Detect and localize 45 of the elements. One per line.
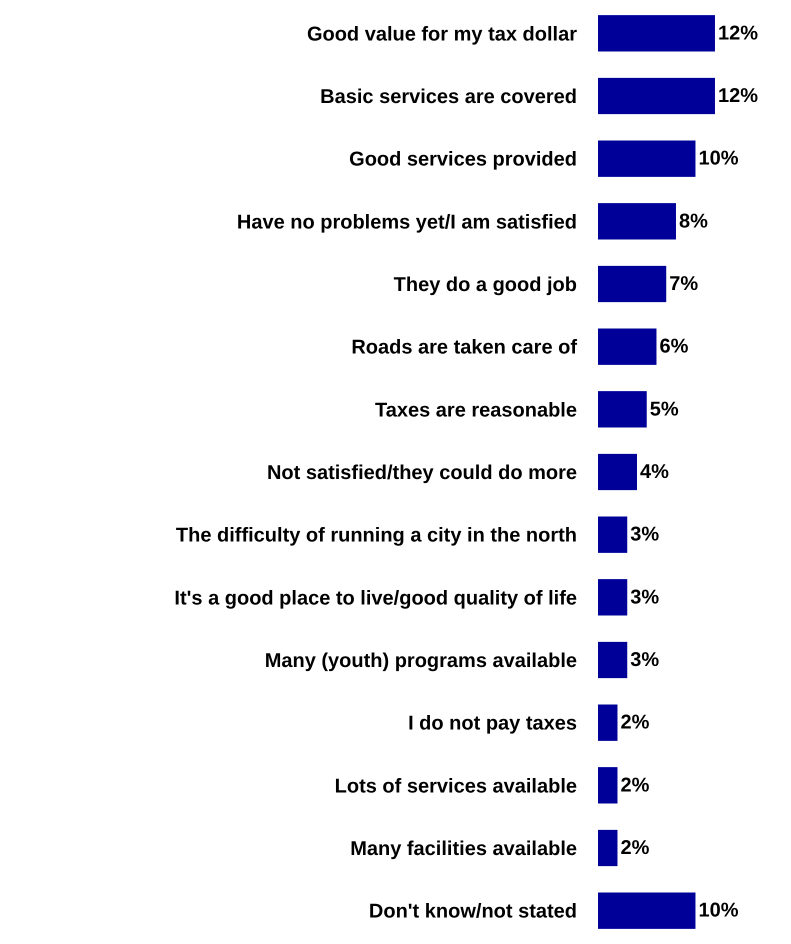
bar xyxy=(598,391,647,428)
y-tick-label: Not satisfied/they could do more xyxy=(266,462,577,484)
bar xyxy=(598,579,628,616)
y-tick-label: Many (youth) programs available xyxy=(264,650,577,672)
y-tick-label: Roads are taken care of xyxy=(351,336,578,359)
y-tick-label: Basic services are covered xyxy=(320,86,577,108)
data-label: 3% xyxy=(630,649,660,671)
y-tick-label: Many facilities available xyxy=(350,838,577,860)
y-tick-label: They do a good job xyxy=(394,274,577,296)
data-label: 4% xyxy=(640,461,670,483)
data-label: 12% xyxy=(718,22,758,44)
data-label: 3% xyxy=(630,524,660,546)
data-label: 10% xyxy=(698,148,739,170)
data-label: 2% xyxy=(620,837,650,859)
y-tick-label: The difficulty of running a city in the north xyxy=(176,524,577,547)
bar xyxy=(598,516,628,553)
bar xyxy=(598,767,618,804)
y-tick-label: Lots of services available xyxy=(334,775,577,798)
y-tick-label: Don't know/not stated xyxy=(368,900,577,923)
y-tick-label: Good services provided xyxy=(349,148,577,171)
data-label: 2% xyxy=(620,712,650,734)
data-label: 8% xyxy=(678,210,708,232)
y-tick-label: Good value for my tax dollar xyxy=(306,23,578,46)
y-tick-label: I do not pay taxes xyxy=(408,712,577,735)
bar xyxy=(598,892,696,929)
y-tick-label: It's a good place to live/good quality of life xyxy=(174,587,577,610)
y-tick-label: Have no problems yet/I am satisfied xyxy=(236,211,577,234)
bar xyxy=(598,830,618,866)
data-label: 2% xyxy=(620,774,650,796)
bar xyxy=(598,140,696,177)
bar xyxy=(598,454,637,490)
data-label: 6% xyxy=(659,336,689,358)
bar xyxy=(598,15,715,52)
data-label: 10% xyxy=(698,900,739,922)
data-label: 3% xyxy=(630,586,660,608)
data-label: 7% xyxy=(669,273,698,295)
bar xyxy=(598,328,656,365)
bar xyxy=(598,704,618,741)
bar xyxy=(598,203,676,240)
data-label: 5% xyxy=(650,398,679,420)
bar xyxy=(598,266,666,302)
bar xyxy=(598,78,715,114)
data-label: 12% xyxy=(718,85,758,107)
bar xyxy=(598,642,628,678)
y-tick-label: Taxes are reasonable xyxy=(375,399,577,422)
